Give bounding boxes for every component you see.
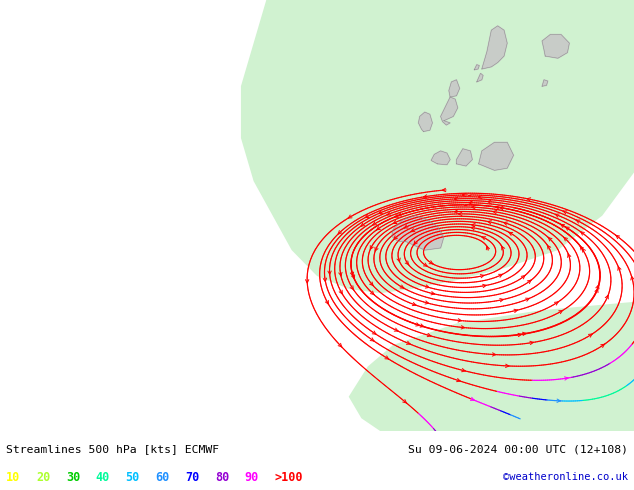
- Text: 80: 80: [215, 470, 229, 484]
- Polygon shape: [456, 149, 472, 166]
- Text: 30: 30: [66, 470, 80, 484]
- Text: >100: >100: [275, 470, 303, 484]
- Text: 90: 90: [245, 470, 259, 484]
- Polygon shape: [482, 26, 507, 69]
- Polygon shape: [479, 142, 514, 171]
- Polygon shape: [441, 97, 458, 125]
- Text: 70: 70: [185, 470, 199, 484]
- Text: 20: 20: [36, 470, 50, 484]
- Polygon shape: [542, 80, 548, 86]
- Text: 50: 50: [126, 470, 139, 484]
- Text: ©weatheronline.co.uk: ©weatheronline.co.uk: [503, 472, 628, 482]
- Polygon shape: [241, 0, 634, 293]
- Polygon shape: [542, 34, 569, 58]
- Polygon shape: [449, 80, 460, 97]
- Polygon shape: [477, 74, 483, 82]
- Polygon shape: [431, 151, 450, 165]
- Text: Streamlines 500 hPa [kts] ECMWF: Streamlines 500 hPa [kts] ECMWF: [6, 444, 219, 454]
- Text: 40: 40: [96, 470, 110, 484]
- Polygon shape: [392, 216, 444, 250]
- Polygon shape: [418, 112, 432, 131]
- Text: 10: 10: [6, 470, 20, 484]
- Polygon shape: [474, 65, 479, 70]
- Text: 60: 60: [155, 470, 169, 484]
- Text: Su 09-06-2024 00:00 UTC (12+108): Su 09-06-2024 00:00 UTC (12+108): [408, 444, 628, 454]
- Polygon shape: [349, 302, 634, 431]
